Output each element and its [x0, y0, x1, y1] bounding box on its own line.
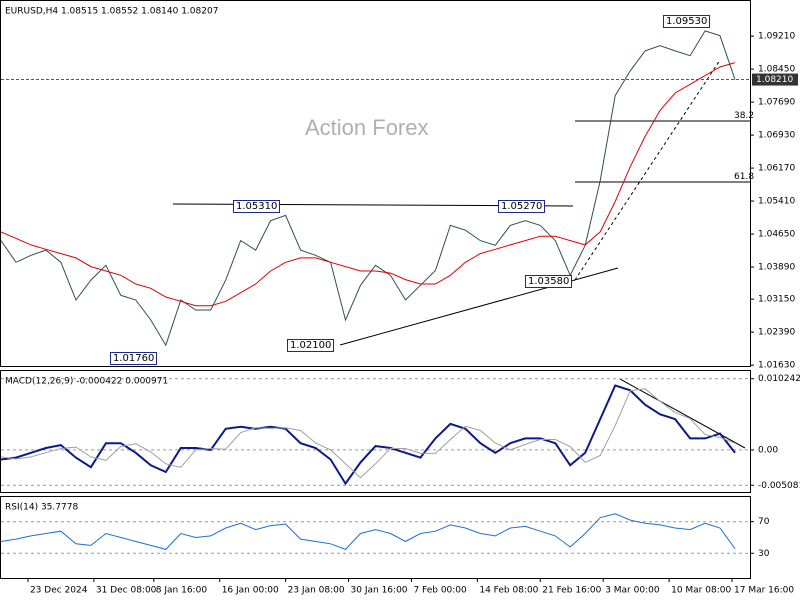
y-tick-label: 1.09210 — [758, 32, 795, 42]
x-tick-label: 14 Feb 08:00 — [479, 586, 538, 596]
fib-label: 38.2 — [734, 111, 755, 121]
series-line — [0, 62, 736, 307]
y-tick-label: -0.005081 — [758, 481, 800, 491]
macd-trendline — [619, 378, 746, 449]
y-tick-label: 0.010242 — [758, 374, 800, 384]
y-tick-label: 70 — [758, 517, 770, 527]
y-tick-label: 1.03890 — [758, 263, 795, 273]
price-annotation: 1.09530 — [663, 15, 711, 28]
support-trendline — [339, 267, 619, 346]
series-line — [0, 388, 736, 479]
y-tick-label: 1.03150 — [758, 295, 795, 305]
x-tick-label: 10 Mar 08:00 — [671, 586, 731, 596]
x-tick-label: 31 Dec 08:00 — [96, 586, 157, 596]
price-annotation: 1.01760 — [110, 352, 158, 365]
x-tick-label: 8 Jan 16:00 — [156, 586, 208, 596]
price-annotation: 1.05270 — [498, 200, 546, 213]
main-frame — [0, 0, 751, 367]
x-tick-label: 21 Feb 16:00 — [542, 586, 601, 596]
rsi-frame — [0, 496, 751, 579]
panel-title: MACD(12,26,9) -0.000422 0.000971 — [5, 377, 168, 387]
price-annotation: 1.03580 — [525, 275, 573, 288]
price-annotation: 1.05310 — [233, 200, 281, 213]
x-tick-label: 30 Jan 16:00 — [351, 586, 408, 596]
y-tick-label: 1.06930 — [758, 131, 795, 141]
y-tick-label: 1.02390 — [758, 328, 795, 338]
y-tick-label: 1.07690 — [758, 98, 795, 108]
x-tick-label: 17 Mar 16:00 — [734, 586, 794, 596]
x-tick-label: 16 Jan 00:00 — [222, 586, 279, 596]
price-annotation: 1.02100 — [287, 339, 335, 352]
y-tick-label: 1.05410 — [758, 197, 795, 207]
y-tick-label: 1.04650 — [758, 230, 795, 240]
x-tick-label: 7 Feb 00:00 — [413, 586, 467, 596]
fib-label: 61.8 — [734, 172, 755, 182]
y-tick-label: 1.01630 — [758, 361, 795, 371]
x-tick-label: 3 Mar 00:00 — [605, 586, 660, 596]
y-tick-label: 0.00 — [758, 445, 778, 455]
y-tick-label: 1.08450 — [758, 65, 795, 75]
last-price-label: 1.08210 — [756, 75, 793, 85]
panel-title: RSI(14) 35.7778 — [5, 503, 78, 513]
y-tick-label: 30 — [758, 549, 770, 559]
x-tick-label: 23 Jan 08:00 — [288, 586, 345, 596]
last-price-tag — [752, 73, 798, 86]
macd-frame — [0, 370, 751, 493]
watermark: Action Forex — [305, 115, 429, 140]
series-line — [0, 30, 736, 347]
x-tick-label: 23 Dec 2024 — [30, 586, 88, 596]
series-line — [0, 384, 736, 486]
panel-title: EURUSD,H4 1.08515 1.08552 1.08140 1.0820… — [5, 7, 218, 17]
series-line — [0, 513, 736, 550]
dashed-trendline — [574, 59, 721, 281]
y-tick-label: 1.06170 — [758, 164, 795, 174]
